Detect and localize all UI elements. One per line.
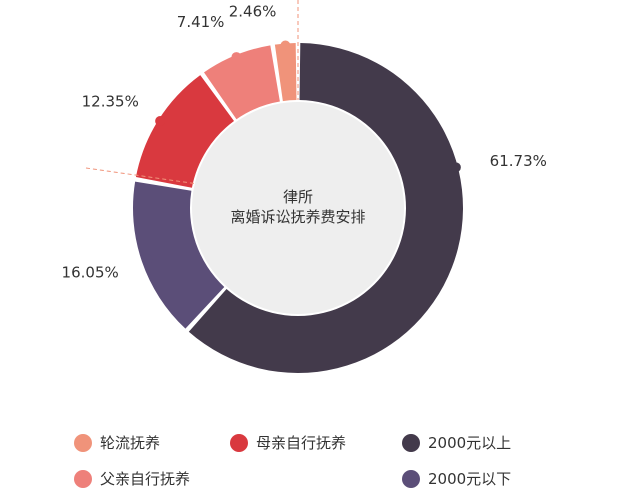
slice-percent-label: 61.73%: [490, 152, 547, 170]
donut-slices: [132, 40, 464, 373]
donut-slice[interactable]: [274, 43, 297, 102]
slice-knob: [155, 116, 166, 127]
donut-slice[interactable]: [132, 181, 225, 329]
slice-labels: 61.73% 16.05% 12.35% 7.41%2.46%: [62, 3, 547, 282]
donut-slice[interactable]: [135, 75, 235, 188]
donut-slice[interactable]: [203, 45, 280, 120]
chart-title-line-2: 离婚诉讼抚养费安排: [230, 208, 365, 226]
center-disc: [192, 102, 404, 314]
slice-percent-label: 12.35%: [82, 92, 139, 110]
slice-percent-label: 2.46%: [229, 3, 277, 21]
slice-knob: [450, 162, 461, 173]
slice-knob: [280, 40, 291, 51]
slice-knob: [231, 52, 242, 63]
slice-percent-label: 7.41%: [177, 13, 225, 31]
slice-percent-label: 16.05%: [62, 264, 119, 282]
slice-knob: [142, 254, 153, 265]
chart-title-line-1: 律所: [283, 188, 313, 206]
donut-slice[interactable]: [188, 43, 464, 373]
